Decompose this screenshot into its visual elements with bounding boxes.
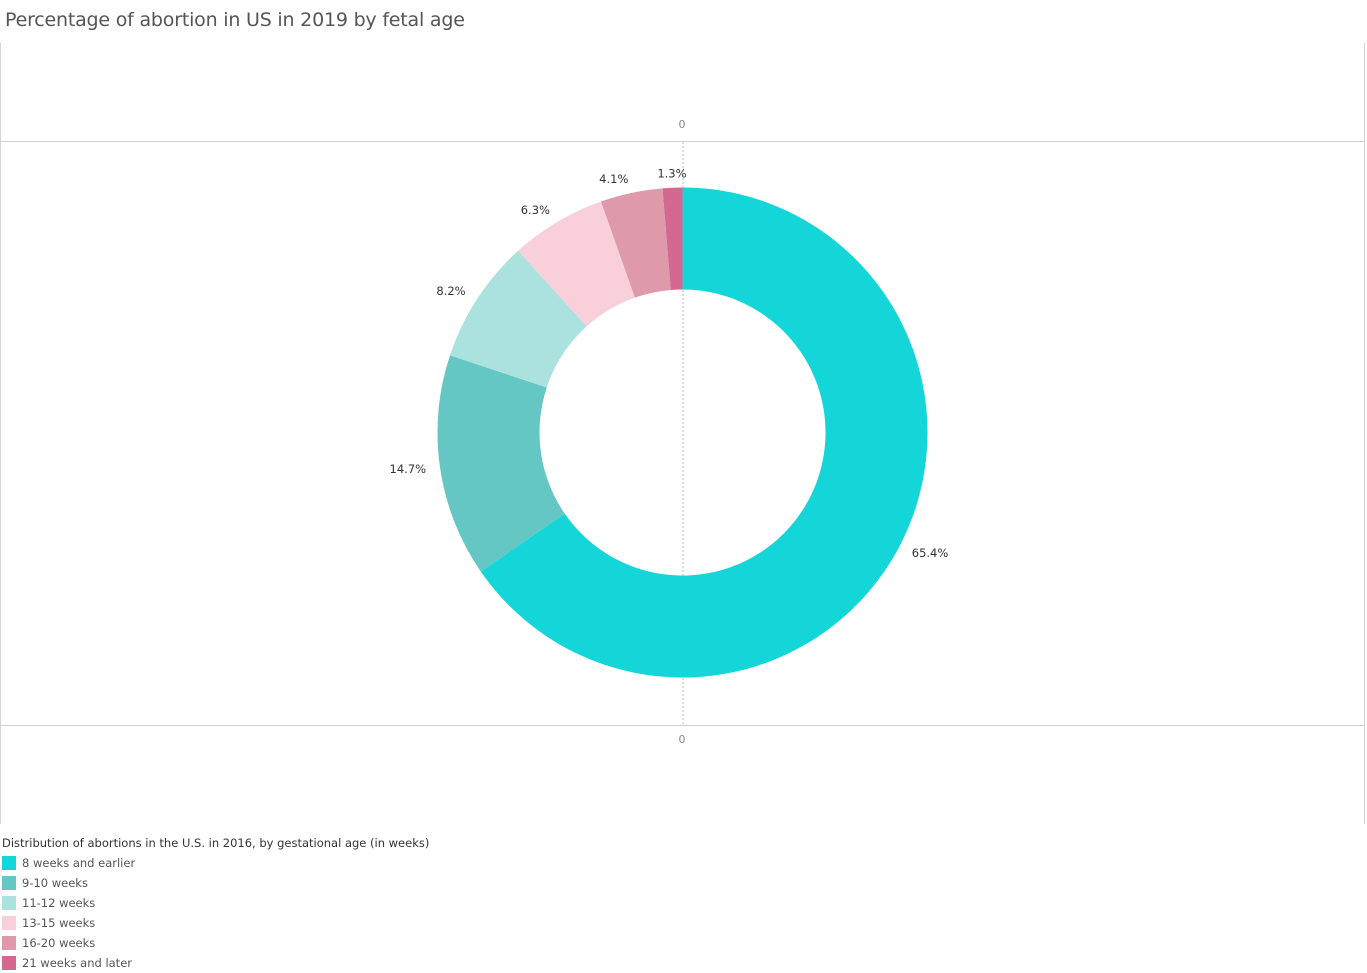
legend-swatch — [2, 856, 16, 870]
legend-item[interactable]: 11-12 weeks — [2, 893, 429, 913]
bottom-axis-line — [0, 725, 1365, 726]
legend-swatch — [2, 916, 16, 930]
slice-label: 65.4% — [912, 546, 949, 560]
donut-slice[interactable] — [600, 188, 671, 298]
donut-slice[interactable] — [662, 187, 683, 290]
slice-label: 6.3% — [521, 203, 550, 217]
top-axis-label: 0 — [678, 118, 686, 131]
legend-label: 11-12 weeks — [22, 896, 96, 910]
slice-label: 1.3% — [657, 167, 686, 181]
slice-label: 4.1% — [599, 172, 628, 186]
donut-slice[interactable] — [449, 250, 587, 388]
top-axis-line — [0, 141, 1365, 142]
legend-item[interactable]: 13-15 weeks — [2, 913, 429, 933]
frame-right-border — [1364, 43, 1365, 824]
legend-label: 13-15 weeks — [22, 916, 96, 930]
legend-swatch — [2, 896, 16, 910]
legend: Distribution of abortions in the U.S. in… — [2, 836, 429, 973]
donut-slice[interactable] — [437, 355, 565, 572]
legend-swatch — [2, 876, 16, 890]
legend-label: 16-20 weeks — [22, 936, 96, 950]
legend-item[interactable]: 21 weeks and later — [2, 953, 429, 973]
legend-label: 8 weeks and earlier — [22, 856, 136, 870]
frame-left-border — [0, 43, 1, 824]
legend-item[interactable]: 16-20 weeks — [2, 933, 429, 953]
legend-item[interactable]: 8 weeks and earlier — [2, 853, 429, 873]
legend-item[interactable]: 9-10 weeks — [2, 873, 429, 893]
chart-title: Percentage of abortion in US in 2019 by … — [5, 9, 465, 31]
legend-swatch — [2, 936, 16, 950]
slice-label: 14.7% — [390, 462, 427, 476]
legend-label: 21 weeks and later — [22, 956, 132, 970]
bottom-axis-label: 0 — [678, 733, 686, 746]
legend-label: 9-10 weeks — [22, 876, 88, 890]
donut-labels: 65.4% 14.7% 8.2% 6.3% 4.1% 1.3% — [390, 167, 949, 560]
donut-slices — [437, 187, 928, 678]
legend-swatch — [2, 956, 16, 970]
donut-slice[interactable] — [518, 201, 635, 327]
legend-title: Distribution of abortions in the U.S. in… — [2, 836, 430, 850]
slice-label: 8.2% — [436, 284, 465, 298]
donut-slice[interactable] — [480, 187, 928, 678]
